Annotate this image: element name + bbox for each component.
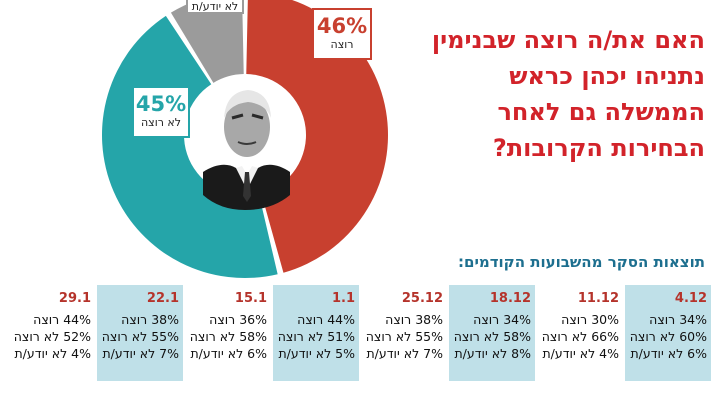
previous-result-line: 34% רוצה xyxy=(649,312,707,327)
previous-result-line: 58% לא רוצה xyxy=(453,329,531,344)
previous-result-col: 29.1 44% רוצה 52% לא רוצה 4% לא יודע/ת xyxy=(9,285,95,381)
donut-slice-1 xyxy=(102,15,278,278)
slice-label-dont-know-text: לא יודע/ת xyxy=(191,0,239,13)
previous-result-line: 38% רוצה xyxy=(121,312,179,327)
previous-result-line: 60% לא רוצה xyxy=(629,329,707,344)
previous-result-line: 7% לא יודע/ת xyxy=(366,346,443,361)
previous-result-date: 11.12 xyxy=(577,291,619,306)
previous-result-line: 6% לא יודע/ת xyxy=(190,346,267,361)
previous-results-title: תוצאות הסקר מהשבועות הקודמים: xyxy=(458,253,705,271)
previous-result-date: 4.12 xyxy=(674,291,707,306)
center-portrait xyxy=(185,75,305,210)
previous-result-line: 66% לא רוצה xyxy=(541,329,619,344)
slice-label-dont-want-pct: 45% xyxy=(135,92,187,116)
previous-result-date: 29.1 xyxy=(58,291,91,306)
previous-result-line: 30% רוצה xyxy=(561,312,619,327)
previous-result-line: 44% רוצה xyxy=(33,312,91,327)
previous-result-date: 18.12 xyxy=(489,291,531,306)
previous-result-line: 5% לא יודע/ת xyxy=(278,346,355,361)
previous-result-line: 7% לא יודע/ת xyxy=(102,346,179,361)
previous-result-col: 25.12 38% רוצה 55% לא רוצה 7% לא יודע/ת xyxy=(361,285,447,381)
previous-result-line: 58% לא רוצה xyxy=(189,329,267,344)
previous-result-date: 15.1 xyxy=(234,291,267,306)
slice-label-want-text: רוצה xyxy=(330,38,354,51)
previous-result-line: 55% לא רוצה xyxy=(101,329,179,344)
previous-result-line: 52% לא רוצה xyxy=(13,329,91,344)
previous-result-col: 1.1 44% רוצה 51% לא רוצה 5% לא יודע/ת xyxy=(273,285,359,381)
portrait-hair xyxy=(224,90,271,118)
donut-chart xyxy=(102,0,388,278)
previous-result-line: 4% לא יודע/ת xyxy=(542,346,619,361)
previous-result-line: 38% רוצה xyxy=(385,312,443,327)
slice-label-want: 46% רוצה xyxy=(312,8,372,60)
donut-slice-0 xyxy=(246,0,388,273)
previous-result-line: 6% לא יודע/ת xyxy=(630,346,707,361)
slice-label-dont-want: 45% לא רוצה xyxy=(132,86,190,138)
donut-slice-2 xyxy=(170,0,244,83)
previous-results-row: 4.12 34% רוצה 60% לא רוצה 6% לא יודע/ת 1… xyxy=(6,285,711,381)
chart-headline: האם את/ה רוצה שבנימין נתניהו יכהן כראש ה… xyxy=(431,26,705,162)
previous-result-col: 18.12 34% רוצה 58% לא רוצה 8% לא יודע/ת xyxy=(449,285,535,381)
previous-result-col: 4.12 34% רוצה 60% לא רוצה 6% לא יודע/ת xyxy=(625,285,711,381)
previous-result-date: 22.1 xyxy=(146,291,179,306)
previous-result-col: 15.1 36% רוצה 58% לא רוצה 6% לא יודע/ת xyxy=(185,285,271,381)
previous-result-date: 1.1 xyxy=(331,291,355,306)
portrait-mouth xyxy=(237,141,257,145)
portrait-brows xyxy=(231,113,264,120)
previous-result-line: 55% לא רוצה xyxy=(365,329,443,344)
portrait-tie xyxy=(243,172,251,202)
slice-label-dont-know: לא יודע/ת xyxy=(186,0,244,14)
previous-result-date: 25.12 xyxy=(401,291,443,306)
donut-slices xyxy=(102,0,388,278)
previous-result-line: 8% לא יודע/ת xyxy=(454,346,531,361)
slice-label-dont-want-text: לא רוצה xyxy=(140,116,182,129)
previous-result-line: 36% רוצה xyxy=(209,312,267,327)
previous-result-col: 11.12 30% רוצה 66% לא רוצה 4% לא יודע/ת xyxy=(537,285,623,381)
previous-result-line: 34% רוצה xyxy=(473,312,531,327)
previous-result-col: 22.1 38% רוצה 55% לא רוצה 7% לא יודע/ת xyxy=(97,285,183,381)
portrait-face xyxy=(224,97,270,157)
previous-result-line: 51% לא רוצה xyxy=(277,329,355,344)
previous-result-line: 44% רוצה xyxy=(297,312,355,327)
previous-result-line: 4% לא יודע/ת xyxy=(14,346,91,361)
slice-label-want-pct: 46% xyxy=(316,14,368,38)
